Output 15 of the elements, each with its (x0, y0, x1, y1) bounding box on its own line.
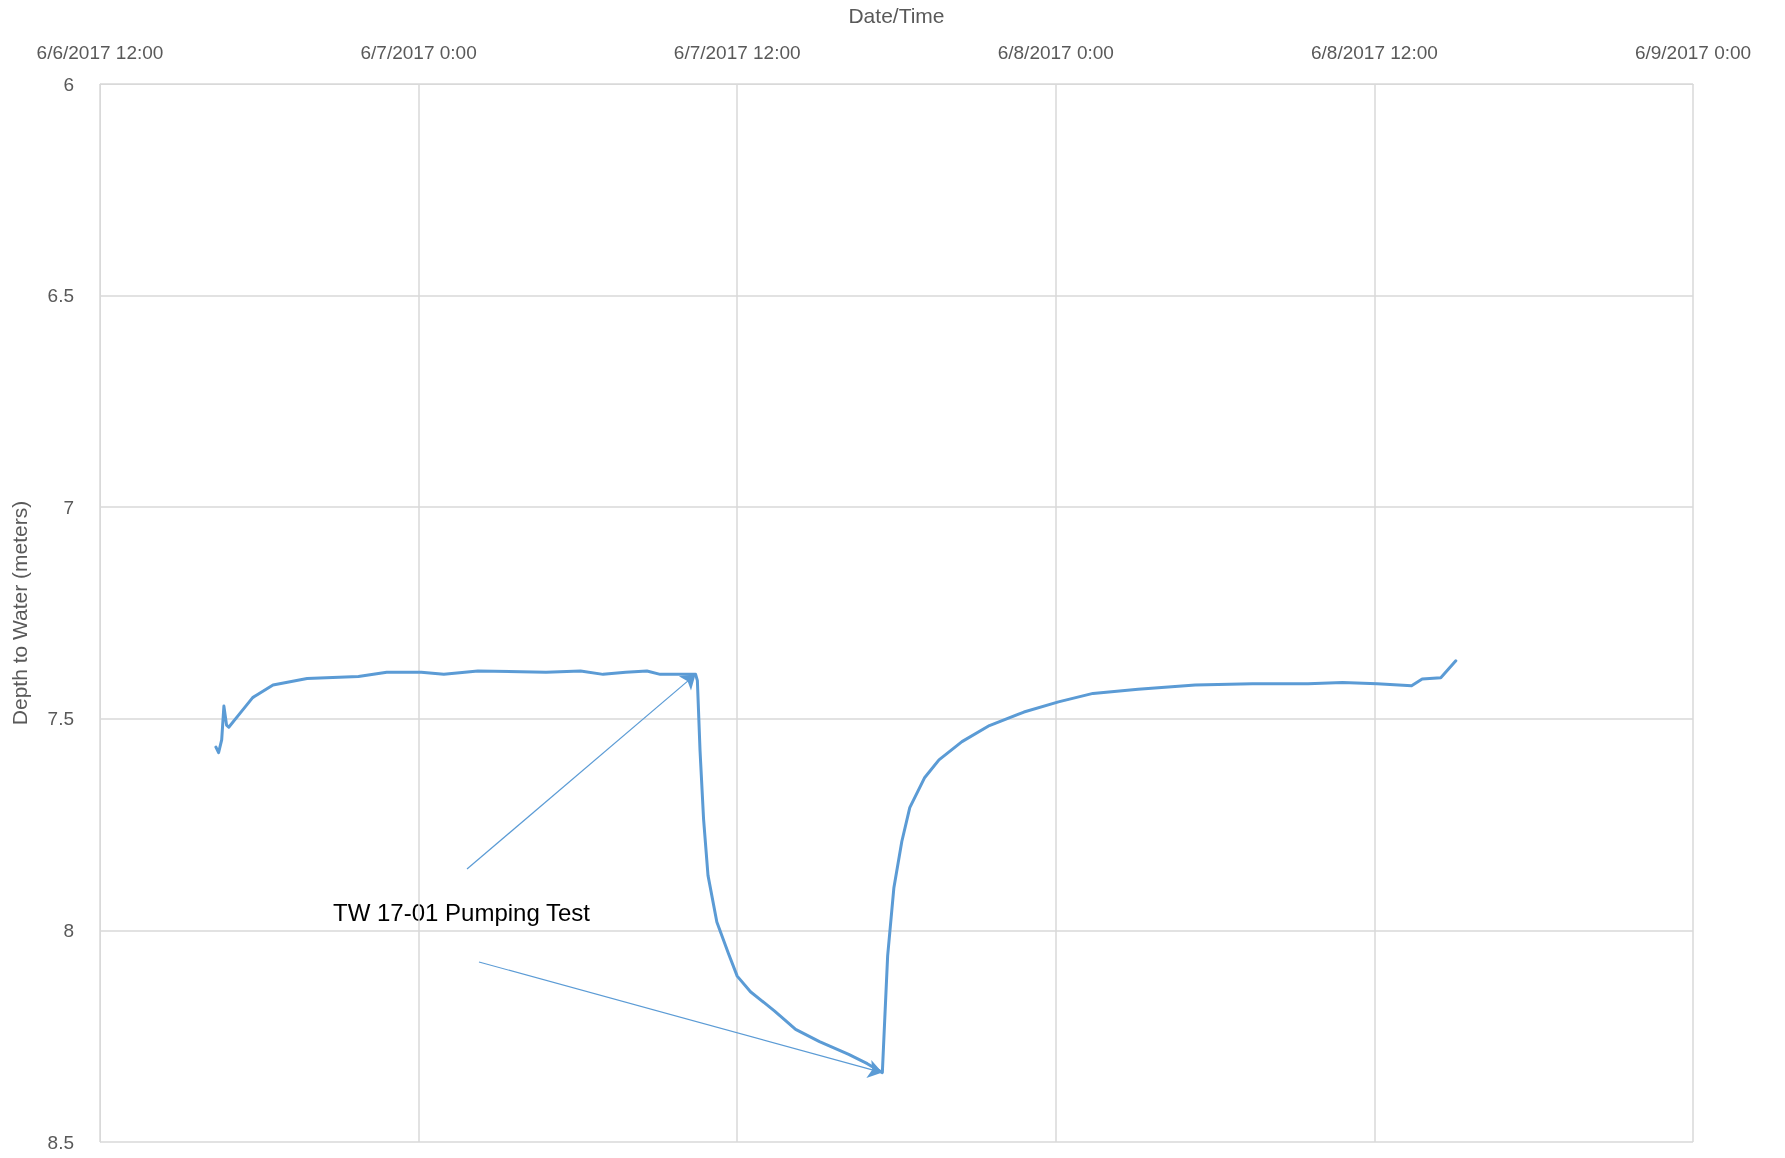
y-tick-label: 6 (63, 73, 74, 95)
y-tick-label: 7 (63, 496, 74, 518)
x-axis-title: Date/Time (848, 4, 945, 27)
y-tick-label: 8.5 (47, 1131, 74, 1153)
annotation: TW 17-01 Pumping Test (333, 898, 591, 926)
x-tick-label: 6/7/2017 0:00 (360, 42, 477, 63)
y-tick-label: 7.5 (47, 708, 74, 730)
x-tick-label: 6/9/2017 0:00 (1634, 42, 1752, 63)
x-tick-label: 6/6/2017 12:00 (36, 42, 164, 63)
y-tick-label: 8 (63, 919, 74, 941)
x-tick-label: 6/7/2017 12:00 (673, 42, 801, 63)
x-tick-label: 6/8/2017 0:00 (997, 42, 1114, 63)
y-axis-title: Depth to Water (meters) (8, 500, 31, 726)
x-tick-label: 6/8/2017 12:00 (1311, 42, 1438, 63)
y-tick-label: 6.5 (47, 285, 74, 307)
